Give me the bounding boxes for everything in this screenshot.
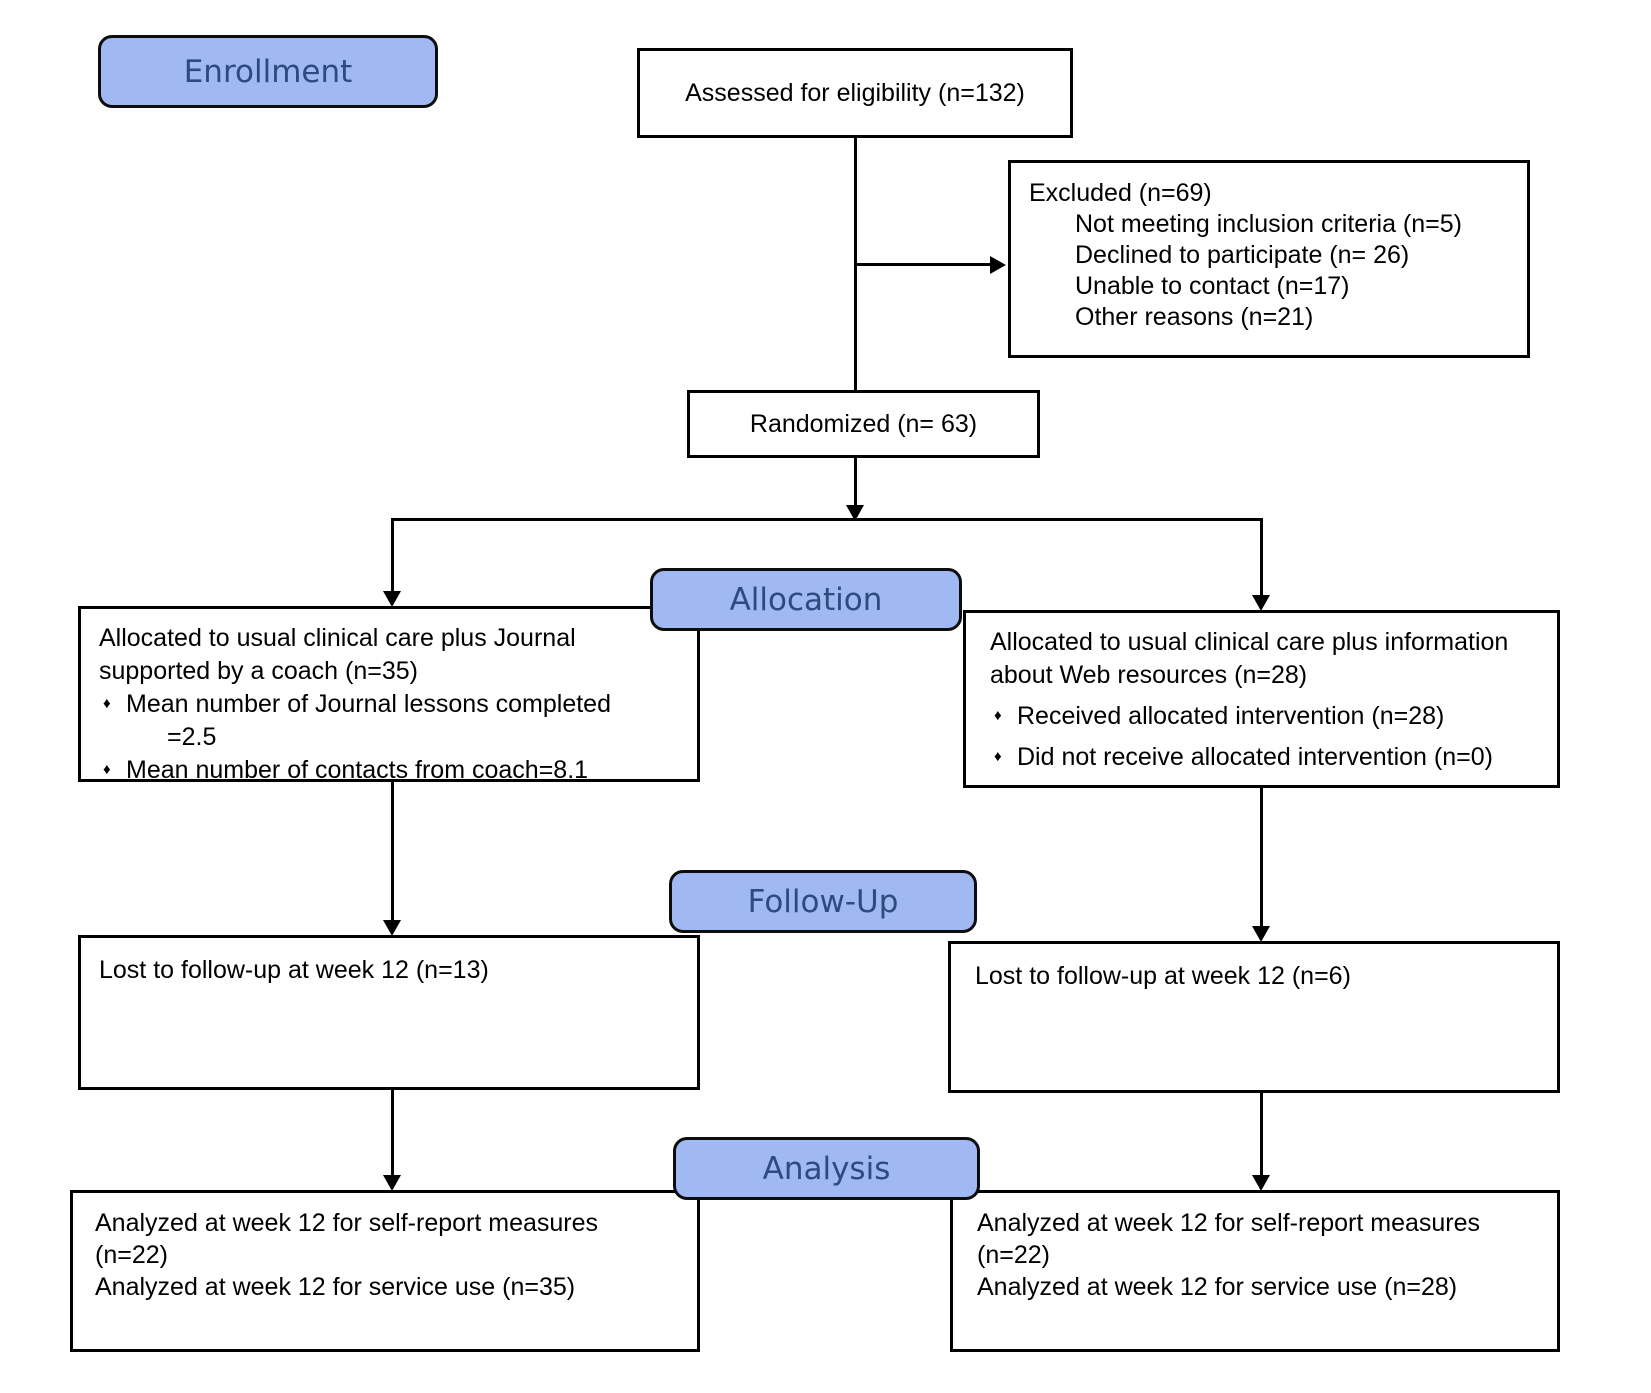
excluded-item: Unable to contact (n=17) (1075, 272, 1350, 300)
allocation-right-bullet-text: Did not receive allocated intervention (… (1017, 743, 1493, 771)
arrowhead-analysis-right (1252, 1175, 1270, 1191)
allocation-left-bullet-text: Mean number of Journal lessons completed (126, 690, 611, 718)
arrowhead-allocation-right (1252, 595, 1270, 611)
analysis-left-line: Analyzed at week 12 for self-report meas… (95, 1209, 599, 1237)
arrowhead-split-center (846, 505, 864, 521)
excluded-item: Not meeting inclusion criteria (n=5) (1075, 210, 1462, 238)
connector-excluded-horizontal (854, 263, 992, 266)
followup-right-box: Lost to follow-up at week 12 (n=6) (948, 941, 1560, 1093)
assessed-box: Assessed for eligibility (n=132) (637, 48, 1073, 138)
allocation-right-bullet: ♦ Received allocated intervention (n=28) (990, 700, 1541, 733)
allocation-right-bullet: ♦ Did not receive allocated intervention… (990, 741, 1541, 774)
allocation-left-box: Allocated to usual clinical care plus Jo… (78, 606, 700, 784)
connector-split-left (391, 520, 394, 592)
arrowhead-followup-left (383, 920, 401, 936)
connector-alloc-followup-left (391, 782, 394, 921)
analysis-left-line: Analyzed at week 12 for service use (n=3… (95, 1273, 576, 1301)
excluded-item: Other reasons (n=21) (1075, 303, 1314, 331)
followup-badge: Follow-Up (669, 870, 977, 933)
enrollment-badge-label: Enrollment (183, 53, 353, 90)
allocation-left-title-line: Allocated to usual clinical care plus Jo… (99, 624, 576, 652)
arrowhead-allocation-left (383, 591, 401, 607)
allocation-left-title-line: supported by a coach (n=35) (99, 657, 418, 685)
analysis-left-box: Analyzed at week 12 for self-report meas… (70, 1190, 700, 1352)
analysis-badge: Analysis (673, 1137, 980, 1200)
assessed-text: Assessed for eligibility (n=132) (685, 79, 1025, 107)
followup-left-box: Lost to follow-up at week 12 (n=13) (78, 935, 700, 1090)
diamond-bullet-icon: ♦ (103, 695, 111, 712)
connector-split-right (1260, 520, 1263, 596)
allocation-right-title-line: about Web resources (n=28) (990, 661, 1308, 689)
randomized-text: Randomized (n= 63) (749, 410, 978, 438)
randomized-box: Randomized (n= 63) (687, 390, 1040, 458)
analysis-left-line: (n=22) (95, 1241, 168, 1269)
diamond-bullet-icon: ♦ (994, 707, 1002, 724)
followup-badge-label: Follow-Up (747, 883, 899, 920)
allocation-left-bullet: ♦ Mean number of Journal lessons complet… (99, 688, 681, 721)
analysis-right-line: Analyzed at week 12 for service use (n=2… (977, 1273, 1458, 1301)
excluded-title: Excluded (n=69) (1029, 179, 1212, 207)
excluded-item: Declined to participate (n= 26) (1075, 241, 1410, 269)
split-horizontal-line (391, 518, 1263, 521)
arrowhead-excluded (990, 256, 1006, 274)
allocation-left-bullet-continuation: =2.5 (167, 723, 217, 751)
connector-followup-analysis-right (1260, 1093, 1263, 1176)
diamond-bullet-icon: ♦ (103, 761, 111, 778)
allocation-left-bullet-text: Mean number of contacts from coach=8.1 (126, 756, 589, 784)
enrollment-badge: Enrollment (98, 35, 438, 108)
arrowhead-analysis-left (383, 1175, 401, 1191)
allocation-right-box: Allocated to usual clinical care plus in… (963, 610, 1560, 788)
diamond-bullet-icon: ♦ (994, 748, 1002, 765)
followup-right-text: Lost to follow-up at week 12 (n=6) (975, 962, 1351, 990)
allocation-badge: Allocation (650, 568, 962, 631)
analysis-right-line: (n=22) (977, 1241, 1050, 1269)
connector-alloc-followup-right (1260, 788, 1263, 927)
allocation-badge-label: Allocation (729, 581, 883, 618)
connector-followup-analysis-left (391, 1090, 394, 1176)
arrowhead-followup-right (1252, 926, 1270, 942)
analysis-badge-label: Analysis (762, 1150, 891, 1187)
connector-randomized-split (854, 458, 857, 506)
followup-left-text: Lost to follow-up at week 12 (n=13) (99, 956, 489, 984)
allocation-left-bullet: ♦ Mean number of contacts from coach=8.1 (99, 754, 681, 787)
allocation-right-bullet-text: Received allocated intervention (n=28) (1017, 702, 1445, 730)
excluded-box: Excluded (n=69) Not meeting inclusion cr… (1008, 160, 1530, 358)
analysis-right-box: Analyzed at week 12 for self-report meas… (950, 1190, 1560, 1352)
allocation-right-title-line: Allocated to usual clinical care plus in… (990, 628, 1509, 656)
analysis-right-line: Analyzed at week 12 for self-report meas… (977, 1209, 1481, 1237)
